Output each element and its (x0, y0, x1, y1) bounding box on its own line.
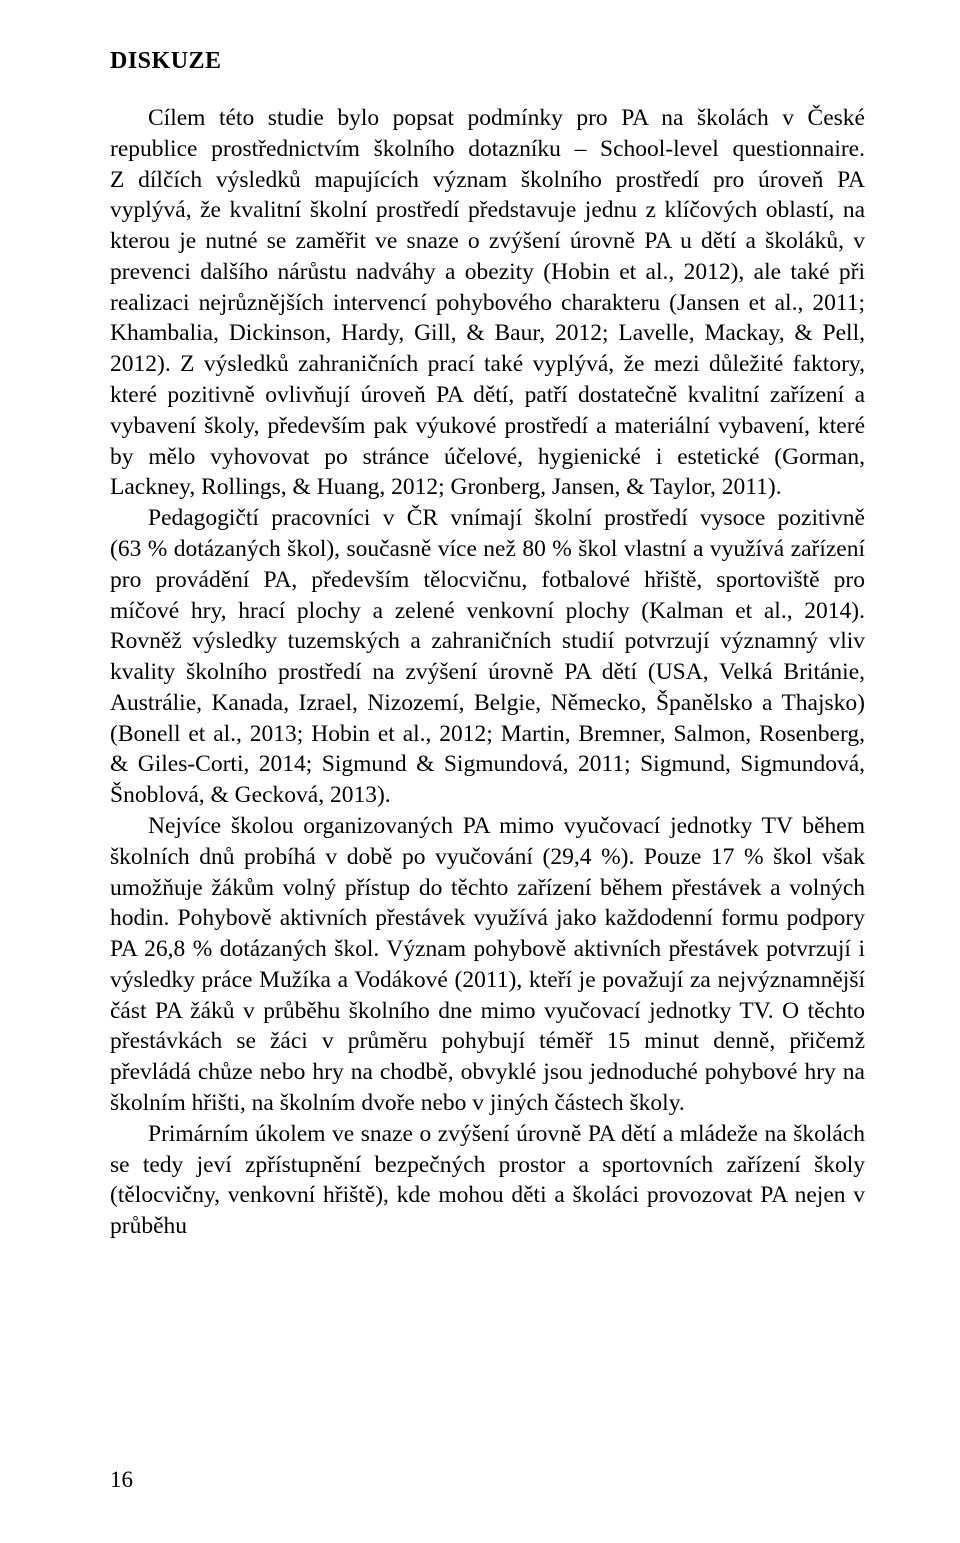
section-heading: DISKUZE (110, 48, 865, 75)
paragraph-3: Nejvíce školou organizovaných PA mimo vy… (110, 811, 865, 1119)
paragraph-4: Primárním úkolem ve snaze o zvýšení úrov… (110, 1119, 865, 1242)
paragraph-2: Pedagogičtí pracovníci v ČR vnímají škol… (110, 503, 865, 811)
paragraph-1: Cílem této studie bylo popsat podmínky p… (110, 103, 865, 503)
page-number: 16 (110, 1467, 133, 1493)
